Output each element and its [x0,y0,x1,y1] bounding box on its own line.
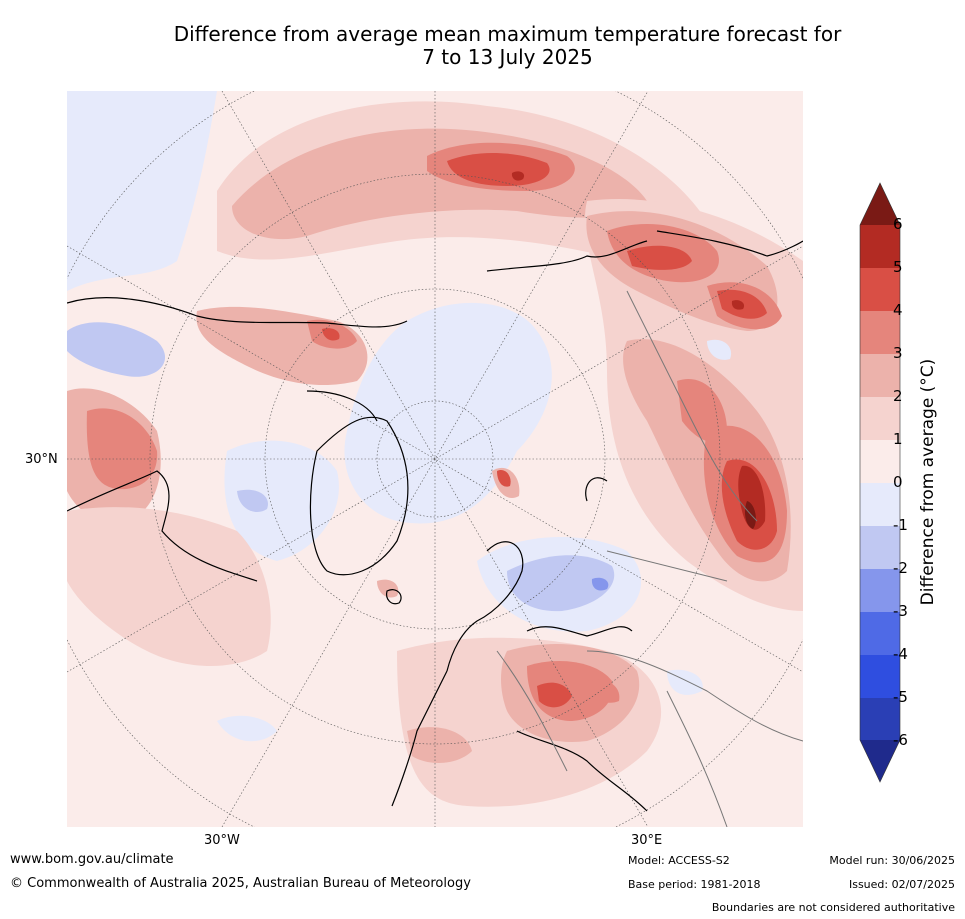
copyright-text: © Commonwealth of Australia 2025, Austra… [10,876,471,891]
website-link[interactable]: www.bom.gov.au/climate [10,852,174,867]
colorbar-band-m1-0 [860,483,900,526]
cool-anomaly-europe-inner [591,577,609,591]
colorbar-tick: -2 [893,559,908,577]
colorbar-band-3-4 [860,311,900,354]
colorbar-band-m5-m4 [860,655,900,698]
colorbar-band-4-5 [860,268,900,311]
colorbar-band-m2-m1 [860,526,900,569]
colorbar-band-5-6 [860,225,900,268]
lon-label-30e: 30°E [631,833,663,848]
colorbar-band-0-1 [860,440,900,483]
colorbar-band-m6-m5 [860,698,900,740]
colorbar-band-m3-m2 [860,569,900,612]
warm-anomaly-north-4 [447,152,550,186]
colorbar-tick: 0 [893,473,903,491]
lon-label-30w: 30°W [204,833,240,848]
colorbar-tick: 6 [893,215,903,233]
colorbar-label: Difference from average (°C) [918,358,938,606]
colorbar-tick: -3 [893,602,908,620]
colorbar-band-1-2 [860,397,900,440]
colorbar [859,182,901,783]
colorbar-tick: 5 [893,258,903,276]
colorbar-tick: 1 [893,430,903,448]
cool-anomaly-pacific [67,91,217,291]
country-borders [496,290,803,827]
model-run-text: Model run: 30/06/2025 [829,854,955,867]
model-text: Model: ACCESS-S2 [628,854,730,867]
cool-anomaly-west [67,322,166,377]
chart-title-line-1: Difference from average mean maximum tem… [173,22,842,46]
colorbar-tick: 4 [893,301,903,319]
colorbar-tick: 2 [893,387,903,405]
disclaimer-text: Boundaries are not considered authoritat… [711,901,955,914]
colorbar-min-arrow [860,740,900,782]
colorbar-tick: -5 [893,688,908,706]
coastlines [67,230,803,812]
colorbar-tick: -1 [893,516,908,534]
base-period-text: Base period: 1981-2018 [628,878,761,891]
colorbar-tick: 3 [893,344,903,362]
colorbar-band-m4-m3 [860,612,900,655]
issued-text: Issued: 02/07/2025 [848,878,955,891]
lat-label-30n: 30°N [25,452,58,467]
colorbar-max-arrow [860,183,900,225]
colorbar-tick: -6 [893,731,908,749]
colorbar-tick: -4 [893,645,908,663]
graticule [67,91,803,827]
colorbar-band-2-3 [860,354,900,397]
forecast-map [67,91,803,827]
chart-title-line-2: 7 to 13 July 2025 [422,45,593,69]
